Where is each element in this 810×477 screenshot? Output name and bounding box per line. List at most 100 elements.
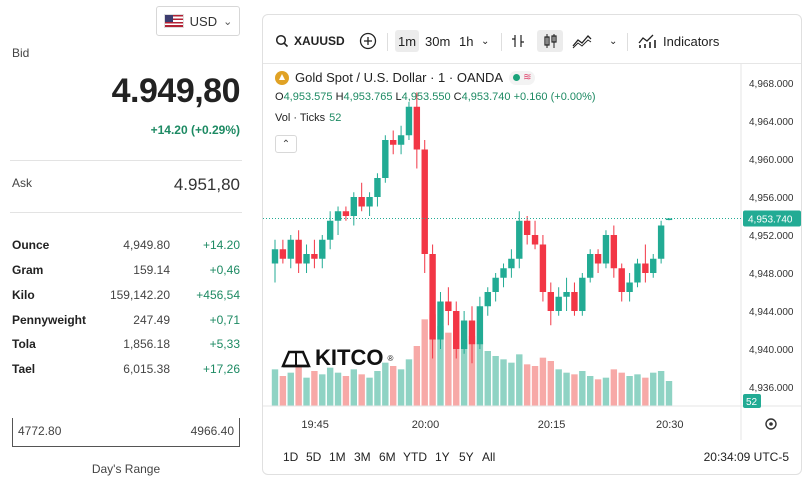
bars-icon <box>512 35 524 47</box>
high-value: 4,953.765 <box>343 91 393 103</box>
volume-bar <box>303 377 310 406</box>
range-1y[interactable]: 1Y <box>435 450 450 464</box>
volume-bar <box>390 366 397 406</box>
candle-body <box>460 320 468 349</box>
volume-bar <box>366 377 373 406</box>
day-range-high: 4966.40 <box>190 424 234 438</box>
compare-button[interactable] <box>359 30 377 52</box>
candle-body <box>531 235 539 245</box>
candle-body <box>295 239 302 264</box>
price-chart[interactable]: 4,968.000 4,964.000 4,960.000 4,956.000 4,95… <box>263 64 802 440</box>
divider <box>10 212 242 213</box>
volume-bar <box>500 359 507 406</box>
unit-change: +0,46 <box>209 263 240 277</box>
gear-ring <box>765 418 777 430</box>
symbol-search[interactable]: XAUUSD <box>275 30 345 52</box>
interval-1m[interactable]: 1m <box>395 30 419 52</box>
unit-row-tael: Tael 6,015.38 +17,26 <box>12 362 240 380</box>
open-value: 4,953.575 <box>283 91 333 103</box>
indicators-button[interactable]: Indicators <box>637 30 719 52</box>
candle-body <box>334 211 342 221</box>
volume-bar <box>665 381 673 406</box>
candle-body <box>429 254 436 340</box>
time-tick-label: 19:45 <box>301 419 329 431</box>
divider <box>10 160 242 161</box>
us-flag-icon <box>163 14 184 28</box>
gear-center <box>769 422 773 426</box>
registered-mark: ® <box>387 353 394 363</box>
volume-bar <box>421 319 428 406</box>
candle-body <box>642 263 649 273</box>
settings-gear-icon[interactable] <box>765 418 777 430</box>
range-all[interactable]: All <box>482 450 496 464</box>
volume-label: Vol · Ticks <box>275 112 326 124</box>
candle-body <box>287 239 294 259</box>
volume-bar <box>484 351 491 406</box>
volume-bar <box>547 361 554 406</box>
candle-body <box>453 311 460 349</box>
bid-price: 4.949,80 <box>111 72 241 110</box>
candle-body <box>445 301 452 311</box>
volume-bar <box>602 377 610 406</box>
volume-bar <box>626 376 633 406</box>
candle-body <box>476 306 484 345</box>
ohlc-readout: O4,953.575 H4,953.765 L4,953.550 C4,953.… <box>275 91 596 103</box>
volume-bar <box>555 369 562 406</box>
candle-body <box>468 320 476 345</box>
interval-1h[interactable]: 1h <box>459 33 474 49</box>
unit-price: 159,142.20 <box>109 288 170 302</box>
gold-icon <box>275 70 289 85</box>
candle-body <box>547 292 554 311</box>
close-value: 4,953.740 <box>461 91 511 103</box>
volume-bar <box>326 367 334 406</box>
volume-bar <box>468 336 476 406</box>
candle-body <box>382 140 389 178</box>
area-style-button[interactable] <box>571 30 593 52</box>
candle-body <box>650 258 657 273</box>
candle-body <box>492 277 499 292</box>
instrument-title: Gold Spot / U.S. Dollar · 1 · OANDA <box>295 70 504 85</box>
open-label: O <box>275 91 284 103</box>
bid-change: +14.20 (+0.29%) <box>150 123 240 137</box>
currency-select[interactable]: USD ⌄ <box>156 6 240 36</box>
volume-bar <box>453 329 460 406</box>
candle-body <box>500 268 507 278</box>
range-1m[interactable]: 1M <box>329 450 346 464</box>
volume-bar <box>445 332 452 406</box>
unit-change: +5,33 <box>209 337 240 351</box>
volume-bar <box>374 371 381 406</box>
symbol-label: XAUUSD <box>294 34 345 48</box>
volume-legend: Vol · Ticks 52 <box>275 112 341 124</box>
time-tick-label: 20:15 <box>538 419 566 431</box>
interval-dropdown[interactable]: ⌄ <box>481 30 489 52</box>
candle-body <box>303 254 310 264</box>
candle-body <box>311 254 318 259</box>
price-tick-label: 4,952.000 <box>749 231 794 242</box>
range-5y[interactable]: 5Y <box>459 450 474 464</box>
candle-body <box>539 244 547 292</box>
volume-bar <box>634 374 641 406</box>
range-5d[interactable]: 5D <box>306 450 322 464</box>
toolbar-divider <box>263 63 801 64</box>
volume-bar <box>334 372 342 406</box>
unit-price: 6,015.38 <box>123 362 170 376</box>
range-6m[interactable]: 6M <box>379 450 396 464</box>
indicators-icon <box>638 34 656 48</box>
bar-style-button[interactable] <box>509 30 527 52</box>
collapse-legend-button[interactable]: ⌃ <box>275 135 297 153</box>
candle-style-button[interactable] <box>537 30 563 52</box>
interval-30m[interactable]: 30m <box>425 33 451 49</box>
range-ytd[interactable]: YTD <box>403 450 427 464</box>
unit-change: +0,71 <box>209 313 240 327</box>
volume-bar <box>460 339 468 406</box>
candle-body <box>563 292 570 297</box>
unit-price: 1,856.18 <box>123 337 170 351</box>
candle-body <box>634 263 641 283</box>
candle-body <box>579 277 586 311</box>
chart-clock: 20:34:09 UTC-5 <box>703 450 789 464</box>
chart-style-dropdown[interactable]: ⌄ <box>609 30 617 52</box>
chart-legend-title: Gold Spot / U.S. Dollar · 1 · OANDA ≋ <box>275 70 536 85</box>
volume-bar <box>358 374 365 406</box>
range-3m[interactable]: 3M <box>354 450 371 464</box>
range-1d[interactable]: 1D <box>283 450 299 464</box>
